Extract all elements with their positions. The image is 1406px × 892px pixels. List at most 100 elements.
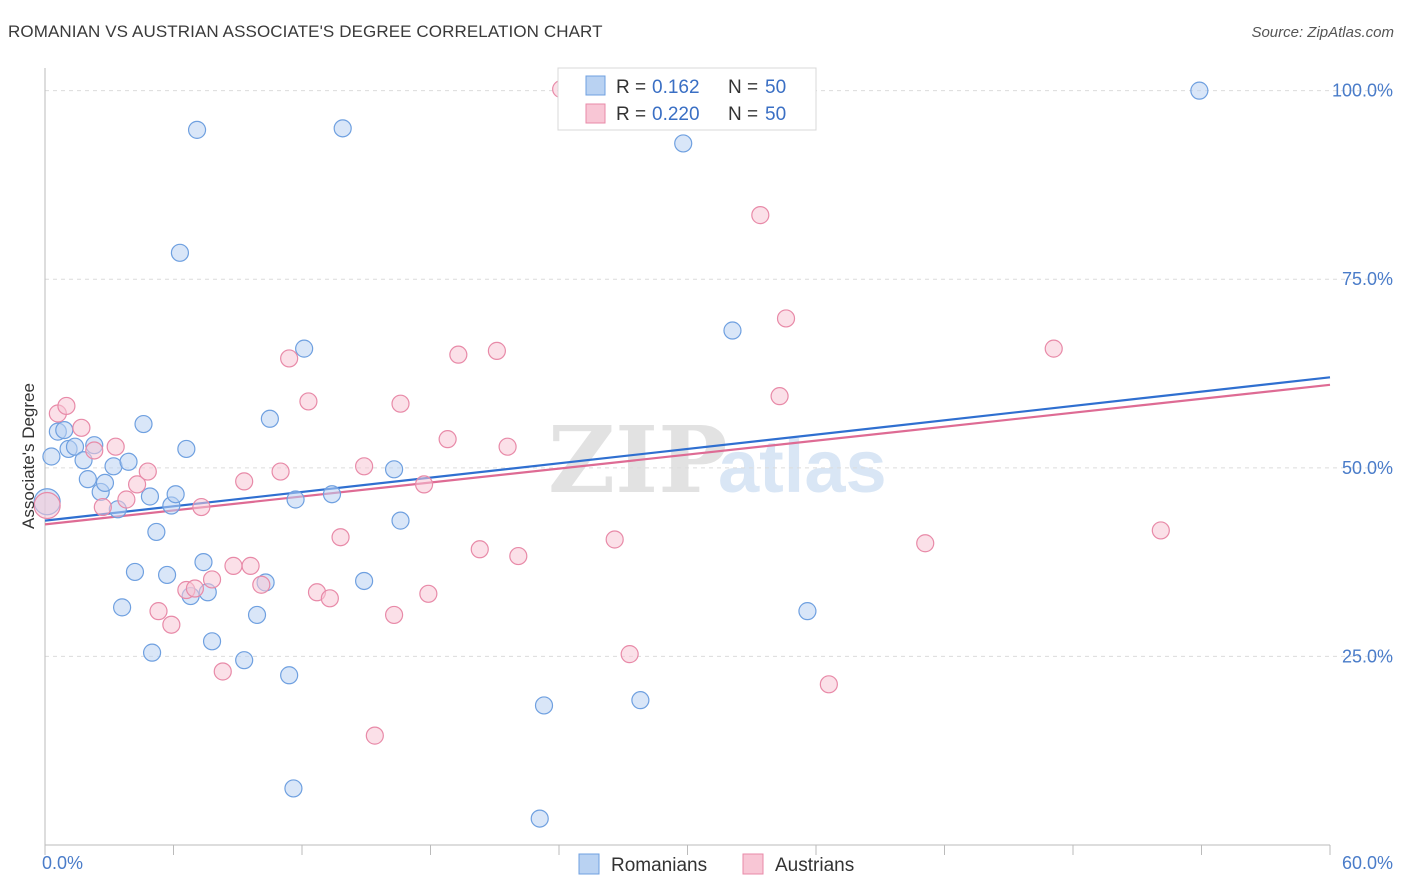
y-tick-label-50: 50.0% <box>1342 458 1393 478</box>
austrian-point <box>252 575 271 594</box>
austrian-point <box>391 394 410 413</box>
grid-lines: 25.0% 50.0% 75.0% 100.0% <box>45 81 1393 666</box>
correlation-legend: R = 0.162 N = 50 R = 0.220 N = 50 <box>557 67 817 131</box>
austrian-point <box>241 556 260 575</box>
romanian-point <box>235 651 254 670</box>
austrian-point <box>509 546 528 566</box>
austrian-point <box>1044 339 1063 358</box>
romanian-point <box>286 490 305 509</box>
legend-r-label-2: R = <box>616 104 646 125</box>
data-points <box>33 80 1209 828</box>
romanian-point <box>147 522 166 542</box>
romanian-point <box>166 485 185 504</box>
watermark-atlas: atlas <box>718 425 887 508</box>
austrian-point <box>213 662 232 681</box>
austrian-point <box>271 462 290 481</box>
romanian-point <box>530 809 549 828</box>
romanian-point <box>280 666 299 685</box>
chart-title: ROMANIAN VS AUSTRIAN ASSOCIATE'S DEGREE … <box>8 22 603 41</box>
y-tick-label-25: 25.0% <box>1342 646 1393 666</box>
romanian-point <box>177 439 196 459</box>
austrians-trend-line <box>44 383 1331 526</box>
austrian-point <box>355 457 374 476</box>
austrian-point <box>72 418 91 437</box>
romanian-point <box>798 602 817 621</box>
x-tick-label-max: 60.0% <box>1342 853 1393 873</box>
romanian-point <box>333 119 352 138</box>
bottom-label-romanians: Romanians <box>611 855 707 876</box>
romanian-point <box>65 437 85 456</box>
romanian-point <box>1190 81 1209 100</box>
legend-r-label-1: R = <box>616 77 646 98</box>
romanian-point <box>202 632 222 651</box>
austrian-point <box>605 530 624 549</box>
austrian-point <box>620 645 639 664</box>
austrian-point <box>202 570 222 589</box>
romanian-point <box>157 565 177 585</box>
romanian-point <box>631 691 650 710</box>
romanian-point <box>260 409 279 428</box>
austrian-point <box>117 490 136 509</box>
romanian-point <box>170 243 190 262</box>
legend-n-label-2: N = <box>728 104 758 125</box>
romanian-point <box>104 457 123 476</box>
austrian-point <box>384 605 404 625</box>
austrian-point <box>414 475 434 494</box>
austrian-point <box>751 206 770 225</box>
austrian-point <box>138 462 157 481</box>
austrian-point <box>1151 521 1170 540</box>
romanian-point <box>112 598 132 617</box>
austrian-point <box>419 584 438 603</box>
austrian-point <box>127 475 147 494</box>
legend-r-value-2: 0.220 <box>652 104 700 125</box>
romanian-point <box>322 485 342 504</box>
austrian-point <box>365 726 384 745</box>
romanian-point <box>78 470 97 489</box>
romanian-point <box>723 321 742 340</box>
austrian-point <box>185 579 205 598</box>
romanian-point <box>134 414 153 434</box>
chart-source: Source: ZipAtlas.com <box>1251 24 1394 41</box>
austrian-point <box>438 430 457 449</box>
romanian-point <box>247 605 267 625</box>
romanian-point <box>42 447 61 466</box>
romanian-point <box>194 553 213 572</box>
y-axis-title: Associate's Degree <box>19 383 38 529</box>
y-tick-label-75: 75.0% <box>1342 269 1393 289</box>
austrian-point <box>162 615 181 634</box>
romanian-point <box>391 511 410 530</box>
x-tick-label-min: 0.0% <box>42 853 83 873</box>
austrian-point <box>449 345 468 364</box>
austrian-point <box>819 675 838 694</box>
legend-swatch-romanians <box>585 75 606 96</box>
romanian-point <box>384 460 404 479</box>
legend-n-value-1: 50 <box>765 77 786 98</box>
romanians-trend-line <box>44 376 1331 522</box>
romanian-point <box>142 643 162 662</box>
austrian-point <box>320 589 339 608</box>
romanian-point <box>140 487 160 506</box>
austrian-point <box>498 437 517 456</box>
bottom-swatch-austrians <box>742 853 764 875</box>
austrian-point <box>331 528 350 547</box>
romanian-point <box>674 134 693 153</box>
austrian-point <box>224 556 243 575</box>
legend-n-label-1: N = <box>728 77 758 98</box>
romanian-point <box>125 562 145 582</box>
austrian-point <box>106 437 125 456</box>
austrian-point <box>33 491 61 520</box>
bottom-swatch-romanians <box>578 853 600 875</box>
y-tick-label-100: 100.0% <box>1332 81 1393 101</box>
romanian-point <box>55 420 74 440</box>
austrian-point <box>487 341 506 360</box>
austrian-point <box>916 534 935 553</box>
trend-lines <box>44 376 1331 526</box>
austrian-point <box>470 540 489 559</box>
legend-r-value-1: 0.162 <box>652 77 700 98</box>
austrian-point <box>770 387 789 406</box>
austrian-point <box>776 309 796 328</box>
legend-swatch-austrians <box>585 103 606 124</box>
legend-n-value-2: 50 <box>765 104 786 125</box>
romanian-point <box>284 779 303 798</box>
